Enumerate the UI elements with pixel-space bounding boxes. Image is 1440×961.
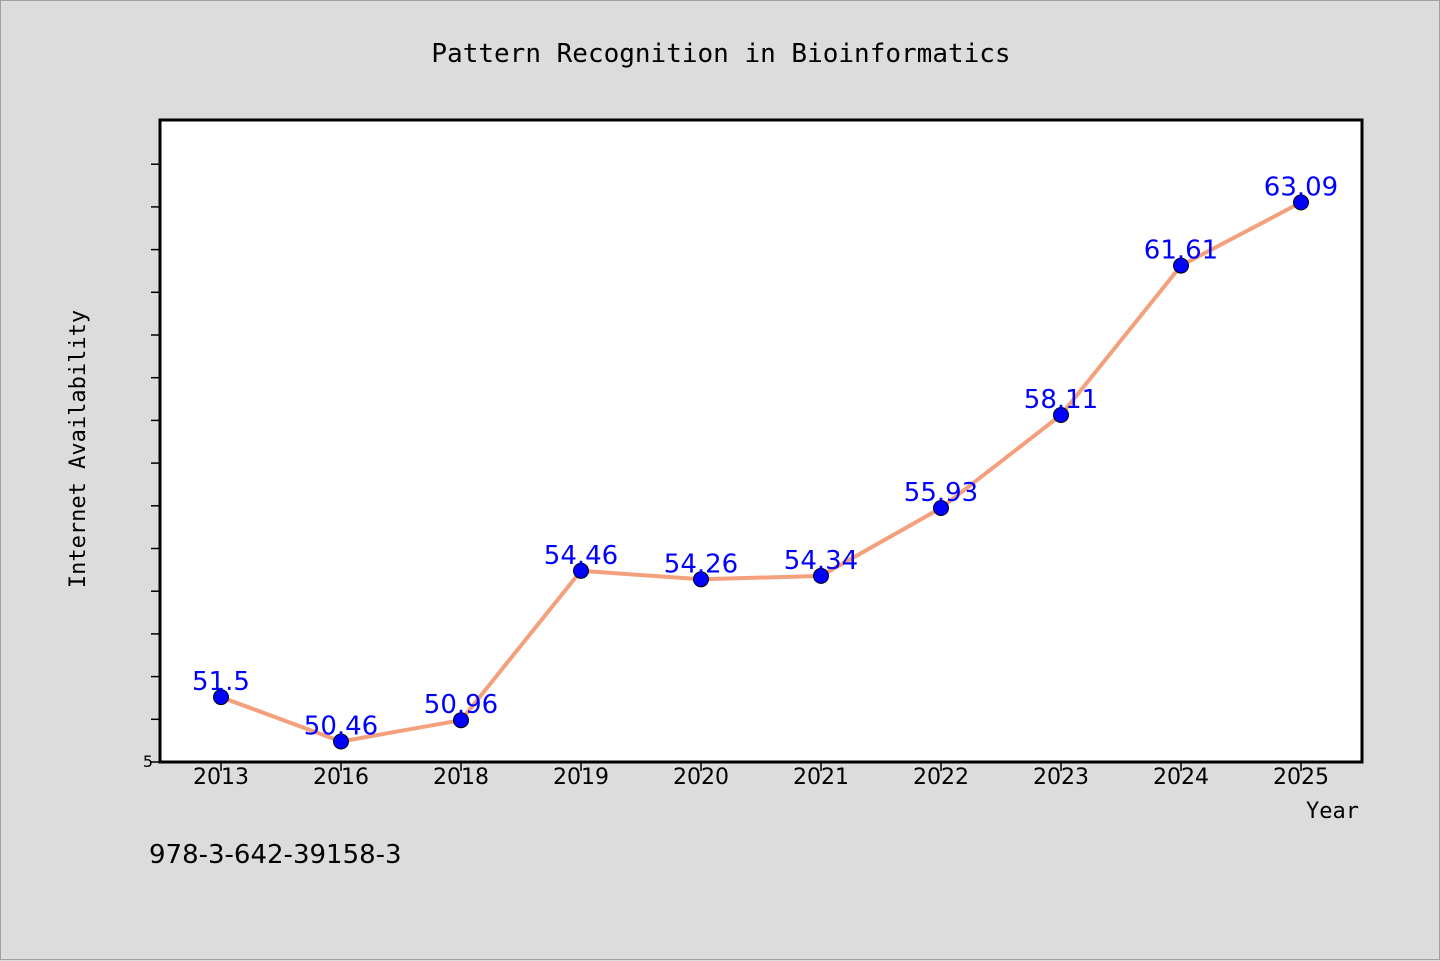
x-axis-tick-labels: 2013 2016 2018 2019 2020 2021 2022 2023 2024 2025 xyxy=(193,765,1329,790)
isbn-footer: 978-3-642-39158-3 xyxy=(149,840,402,870)
data-point xyxy=(933,500,949,516)
x-tick-label: 2025 xyxy=(1273,765,1329,790)
data-point xyxy=(813,567,829,584)
data-point xyxy=(1173,257,1189,274)
data-point xyxy=(573,562,589,579)
data-label: 58.11 xyxy=(1024,385,1098,415)
data-point xyxy=(1053,407,1069,423)
y-tick-label: 5 xyxy=(143,752,153,771)
x-axis-label: Year xyxy=(1306,799,1359,824)
chart-title: Pattern Recognition in Bioinformatics xyxy=(431,39,1010,69)
x-tick-label: 2021 xyxy=(793,765,849,790)
data-label: 50.46 xyxy=(304,712,378,742)
data-label: 63.09 xyxy=(1264,172,1338,202)
data-point xyxy=(453,712,469,729)
x-tick-label: 2018 xyxy=(433,765,489,790)
data-label: 55.93 xyxy=(904,478,978,508)
series-markers xyxy=(213,194,1309,750)
x-tick-label: 2020 xyxy=(673,765,729,790)
x-tick-label: 2013 xyxy=(193,765,249,790)
data-point xyxy=(1293,194,1309,211)
plot-area xyxy=(158,118,1364,764)
series-line xyxy=(220,200,1302,744)
data-label: 54.26 xyxy=(664,549,738,579)
x-tick-label: 2019 xyxy=(553,765,609,790)
data-point xyxy=(333,733,349,750)
data-point xyxy=(693,571,709,588)
data-label: 54.46 xyxy=(544,541,618,571)
data-label: 54.34 xyxy=(784,546,858,576)
data-point xyxy=(213,689,229,706)
x-tick-label: 2023 xyxy=(1033,765,1089,790)
y-axis-ticks xyxy=(151,163,160,763)
x-axis-ticks xyxy=(220,762,1302,771)
data-label: 61.61 xyxy=(1144,236,1218,266)
x-tick-label: 2022 xyxy=(913,765,969,790)
data-label: 51.5 xyxy=(192,667,250,697)
data-labels: 51.5 50.46 50.96 54.46 54.26 54.34 55.93 58.11 6… xyxy=(192,172,1338,741)
x-tick-label: 2016 xyxy=(313,765,369,790)
x-tick-label: 2024 xyxy=(1153,765,1209,790)
data-label: 50.96 xyxy=(424,690,498,720)
y-axis-label: Internet Availability xyxy=(66,310,91,588)
